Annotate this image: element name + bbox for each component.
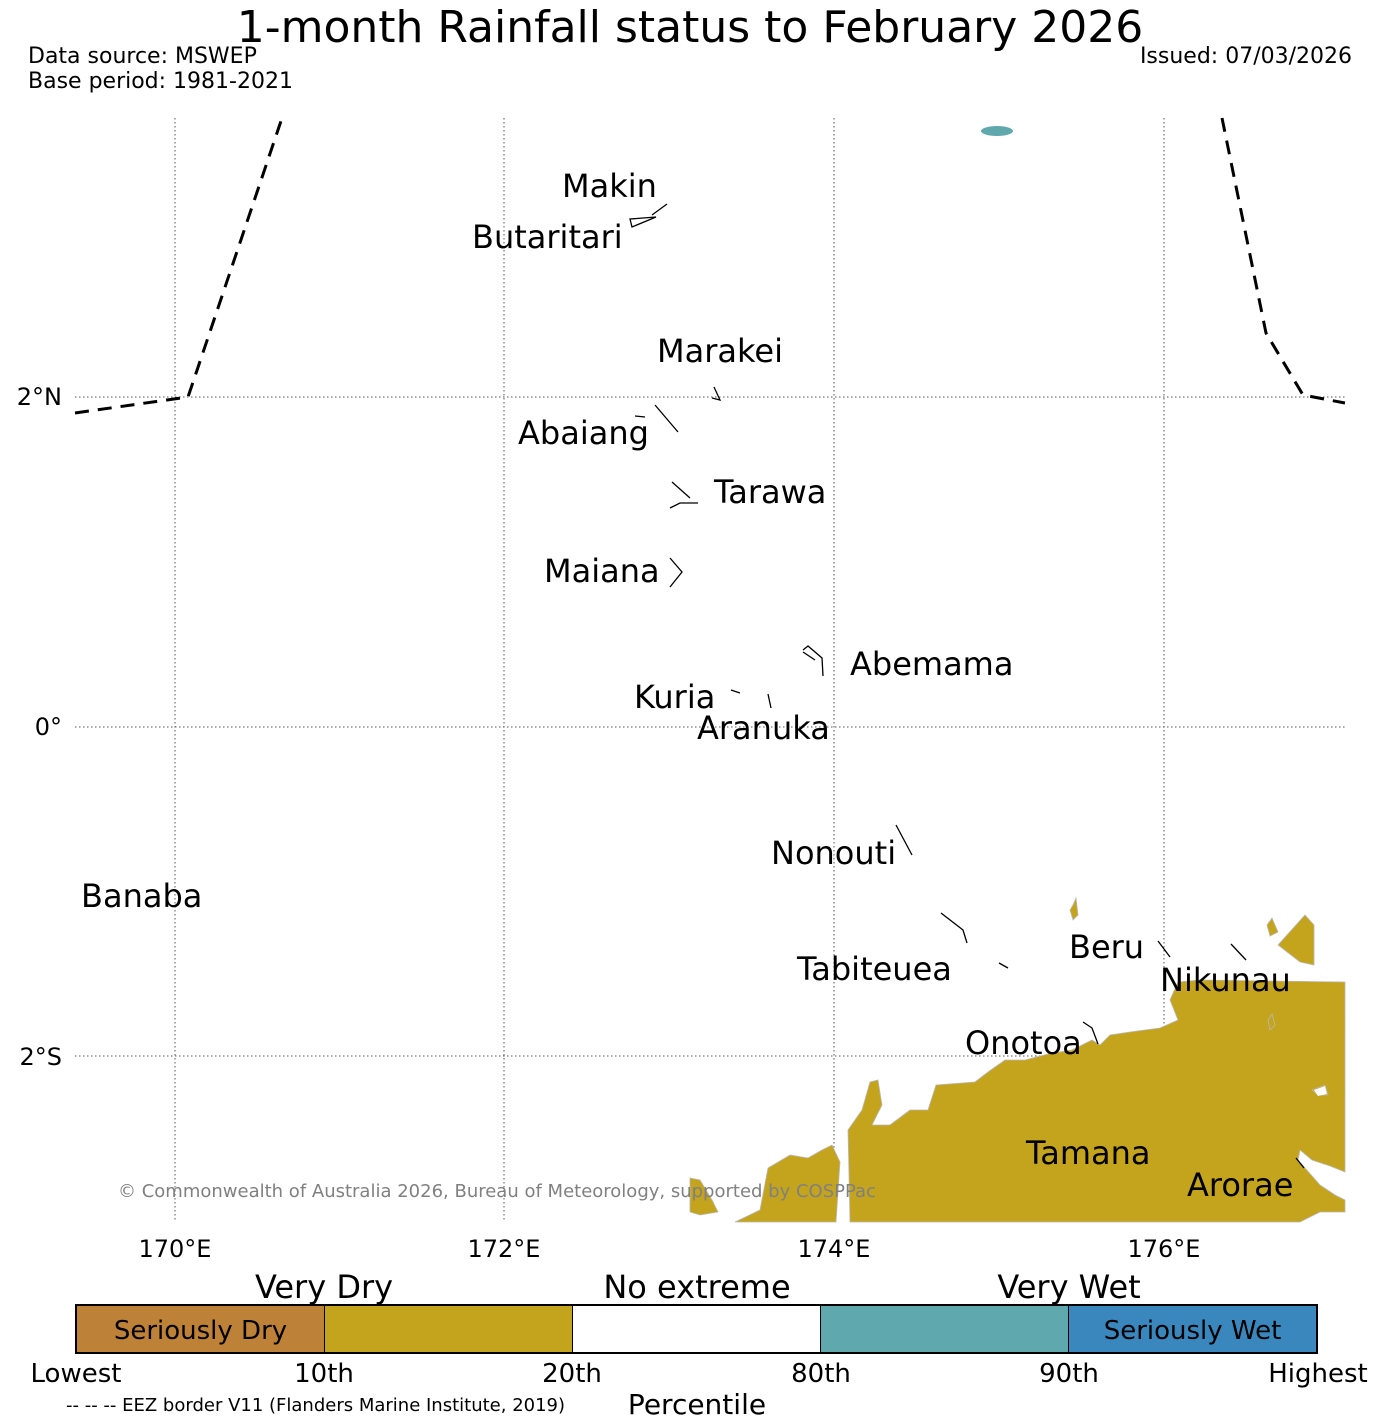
map-gap [1314,1086,1327,1096]
graticule [75,118,1345,1222]
map-title: 1-month Rainfall status to February 2026 [236,2,1144,53]
legend-category-no-extreme: No extreme [603,1268,791,1306]
island-label-abaiang: Abaiang [518,414,649,452]
tarawa-outline [669,481,698,509]
lon-label-172e: 172°E [468,1235,541,1263]
lat-label-2n: 2°N [17,383,62,411]
legend-segment-very-wet [820,1306,1068,1352]
eez-border-west [74,117,284,415]
legend-segment-seriously-wet: Seriously Wet [1068,1306,1316,1352]
legend-axis-label: Percentile [627,1388,767,1421]
data-source: Data source: MSWEP [28,44,257,69]
kuria-aranuka-outline [730,689,772,709]
legend-segment-label-seriously-dry: Seriously Dry [113,1316,288,1346]
legend-tick-90th: 90th [1039,1359,1099,1389]
island-label-abemama: Abemama [850,645,1013,683]
onotoa-outline [1082,1021,1099,1045]
island-label-makin: Makin [562,167,657,205]
island-label-aranuka: Aranuka [697,709,830,747]
island-label-tarawa: Tarawa [713,473,826,511]
lon-label-170e: 170°E [139,1235,212,1263]
lon-label-174e: 174°E [798,1235,871,1263]
lat-label-2s: 2°S [19,1043,62,1071]
legend-tick-20th: 20th [542,1359,602,1389]
marakei-outline [711,386,722,401]
beru-nikunau-outline [1157,940,1247,961]
base-period: Base period: 1981-2021 [28,69,293,94]
lat-label-0: 0° [35,713,62,741]
legend-segment-seriously-dry: Seriously Dry [77,1306,324,1352]
eez-border-east [1220,117,1346,405]
legend-tick-highest: Highest [1268,1359,1368,1389]
legend-colorbar: Seriously Dry Seriously Wet [75,1304,1318,1354]
island-label-nikunau: Nikunau [1160,961,1291,999]
abaiang-outline [634,404,679,433]
very-dry-region [689,896,1346,1223]
island-label-tabiteuea: Tabiteuea [796,950,952,988]
legend-category-very-wet: Very Wet [997,1268,1141,1306]
nonouti-outline [895,824,913,856]
island-label-nonouti: Nonouti [771,834,896,872]
arorae-outline [1295,1157,1305,1169]
issued-date: Issued: 07/03/2026 [1139,44,1352,69]
legend-segment-very-dry [324,1306,572,1352]
very-wet-region [981,126,1013,136]
legend-tick-80th: 80th [791,1359,851,1389]
legend-tick-10th: 10th [294,1359,354,1389]
island-label-beru: Beru [1069,928,1144,966]
island-label-marakei: Marakei [657,332,783,370]
island-label-banaba: Banaba [81,877,202,915]
island-label-maiana: Maiana [544,552,660,590]
island-label-kuria: Kuria [634,678,715,716]
island-outlines [629,203,1305,1169]
tabiteuea-outline [940,912,1009,969]
legend-tick-lowest: Lowest [30,1359,122,1389]
legend-segment-no-extreme [572,1306,820,1352]
copyright-notice: © Commonwealth of Australia 2026, Bureau… [118,1181,876,1202]
legend-segment-label-seriously-wet: Seriously Wet [1103,1316,1282,1346]
makin-butaritari-outline [629,203,668,228]
island-label-tamana: Tamana [1025,1134,1151,1172]
lon-label-176e: 176°E [1128,1235,1201,1263]
eez-note: -- -- -- EEZ border V11 (Flanders Marine… [66,1395,566,1416]
maiana-outline [669,557,683,588]
island-label-butaritari: Butaritari [472,218,623,256]
eez-border [74,117,1346,415]
island-label-arorae: Arorae [1187,1166,1293,1204]
island-label-onotoa: Onotoa [965,1024,1082,1062]
legend-category-very-dry: Very Dry [254,1268,394,1306]
abemama-outline [802,645,824,677]
